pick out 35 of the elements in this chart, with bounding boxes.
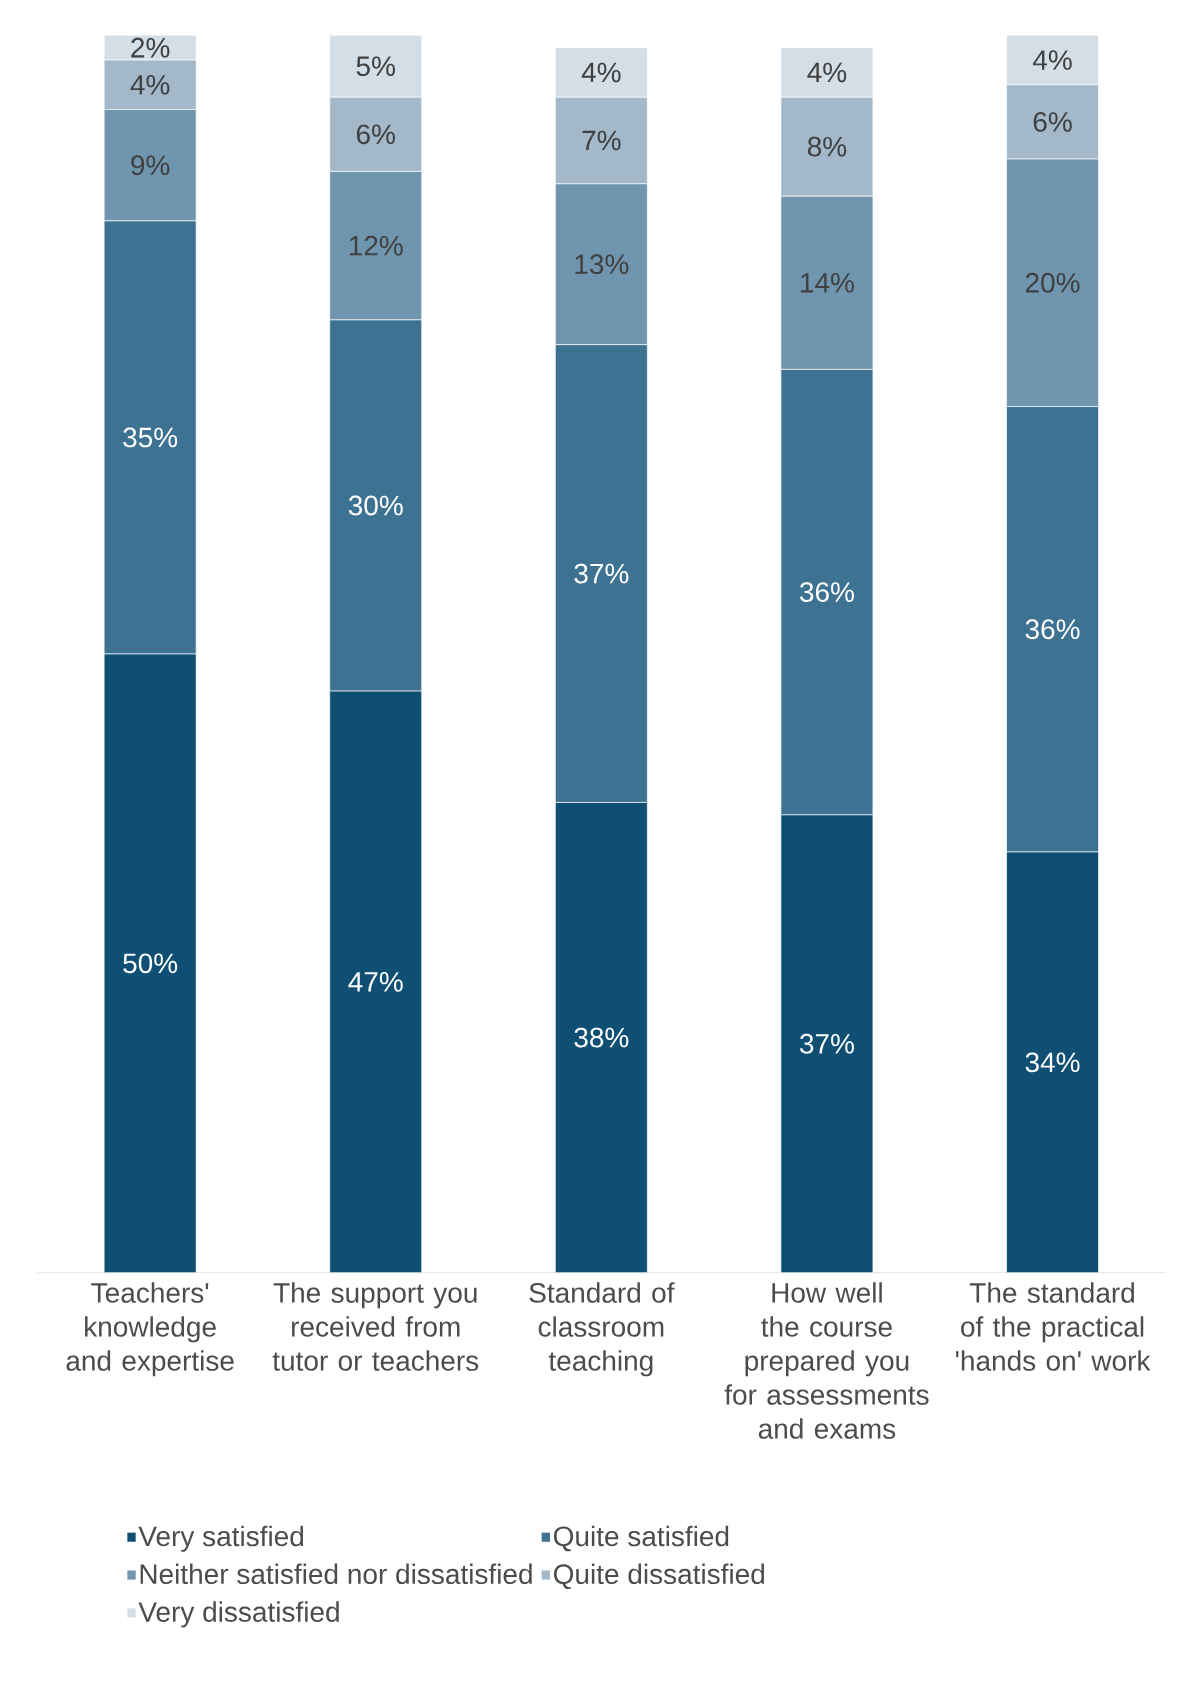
data-label: 35% bbox=[123, 427, 178, 448]
data-label: 4% bbox=[807, 62, 847, 83]
x-tick-label: Teachers' knowledge and expertise bbox=[66, 1282, 234, 1377]
legend-label: Very satisfied bbox=[138, 1525, 304, 1552]
legend-label: Quite dissatisfied bbox=[553, 1563, 764, 1590]
x-tick-label: The support you received from tutor or teachers bbox=[272, 1282, 479, 1371]
data-label: 4% bbox=[581, 62, 621, 83]
data-label: 50% bbox=[123, 953, 178, 974]
data-label: 37% bbox=[799, 1033, 854, 1054]
data-label: 36% bbox=[799, 582, 854, 603]
data-label: 36% bbox=[1025, 619, 1080, 640]
x-tick-label: The standard of the practical 'hands on' work bbox=[956, 1282, 1151, 1371]
data-label: 47% bbox=[348, 972, 403, 992]
data-label: 7% bbox=[582, 130, 621, 151]
data-label: 12% bbox=[349, 235, 403, 256]
legend-label: Very dissatisfied bbox=[138, 1601, 339, 1628]
legend-label: Quite satisfied bbox=[553, 1525, 729, 1552]
x-tick-label: How well the course prepared you for assessments and exams bbox=[724, 1282, 929, 1439]
data-label: 5% bbox=[356, 56, 395, 77]
data-label: 2% bbox=[131, 37, 170, 58]
data-label: 13% bbox=[575, 254, 629, 275]
data-label: 38% bbox=[574, 1027, 629, 1048]
data-label: 8% bbox=[807, 136, 847, 157]
data-label: 14% bbox=[801, 272, 854, 293]
data-label: 9% bbox=[131, 155, 170, 176]
data-label: 20% bbox=[1025, 272, 1080, 293]
data-label: 6% bbox=[1033, 112, 1072, 132]
data-label: 30% bbox=[348, 495, 403, 516]
data-label: 37% bbox=[574, 563, 629, 584]
data-label: 4% bbox=[1032, 50, 1072, 70]
x-tick-label: Standard of classroom teaching bbox=[529, 1282, 675, 1377]
legend-label: Neither satisfied nor dissatisfied bbox=[140, 1563, 532, 1585]
data-label: 34% bbox=[1025, 1052, 1080, 1073]
data-label: 6% bbox=[356, 124, 395, 145]
data-label: 4% bbox=[130, 75, 170, 95]
